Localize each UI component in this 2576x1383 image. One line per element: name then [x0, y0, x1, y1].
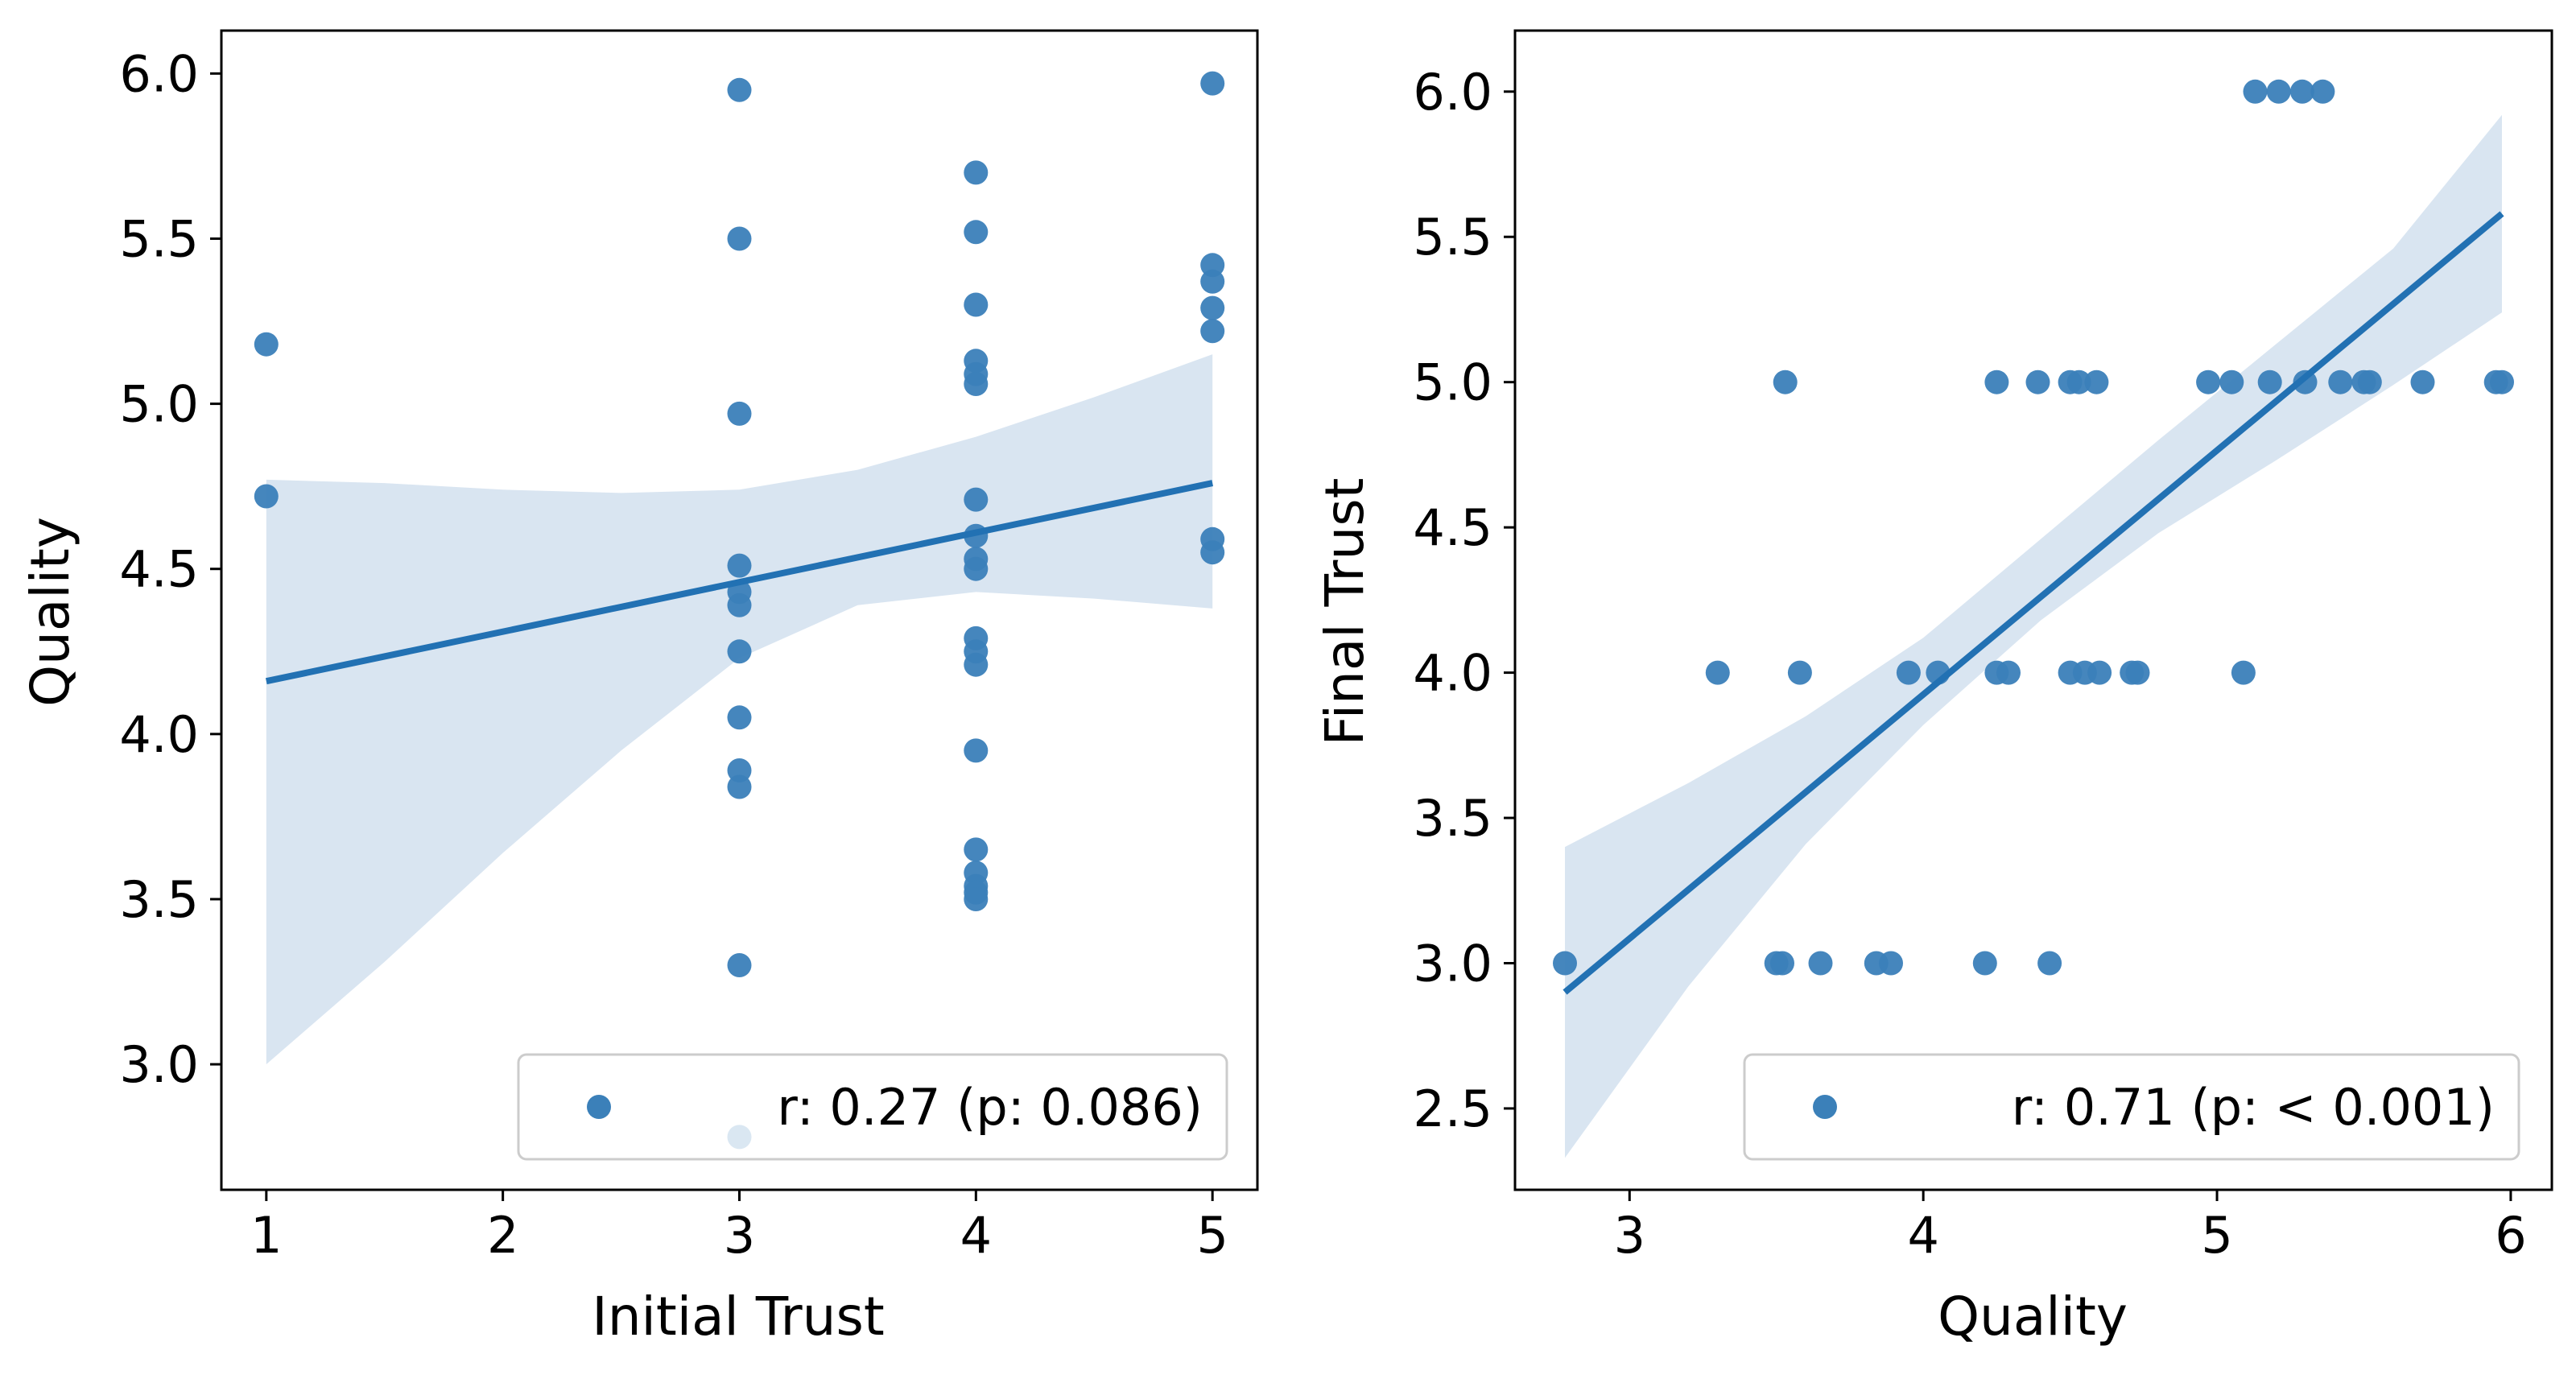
left-scatter-point-10	[727, 758, 752, 782]
right-scatter-point-21	[1787, 660, 1812, 685]
left-legend-label: r: 0.27 (p: 0.086)	[777, 1078, 1203, 1137]
left-scatter-point-14	[964, 160, 989, 185]
right-x-tick-label-0: 3	[1614, 1206, 1645, 1265]
left-y-tick-label-3: 4.5	[119, 540, 199, 599]
left-scatter-point-0	[254, 332, 279, 357]
left-y-tick-label-2: 4.0	[119, 705, 199, 764]
right-scatter-point-35	[1808, 951, 1833, 976]
right-scatter-point-4	[1773, 369, 1798, 394]
right-scatter-point-20	[1705, 660, 1730, 685]
right-scatter-point-5	[1984, 369, 2009, 394]
left-x-tick-label-4: 5	[1196, 1206, 1228, 1265]
right-regression-line	[1563, 211, 2504, 995]
left-scatter-point-19	[964, 372, 989, 396]
right-y-tick-label-0: 2.5	[1413, 1080, 1492, 1138]
right-plot-area: 3 4 5 6 2.5 3.0 3.5 4.0 4.5 5.0 5.5 6.0 r: 0.71 (p: …	[1413, 29, 2553, 1265]
left-scatter-point-28	[964, 837, 989, 862]
right-scatter-point-8	[2066, 369, 2091, 394]
left-scatter-point-12	[727, 953, 752, 977]
left-scatter-point-3	[727, 226, 752, 251]
left-scatter-point-4	[727, 401, 752, 426]
left-scatter-point-34	[1200, 253, 1225, 278]
right-scatter-point-1	[2266, 79, 2291, 104]
left-y-tick-label-6: 6.0	[119, 44, 199, 103]
left-scatter-point-8	[727, 639, 752, 664]
right-scatter-point-22	[1896, 660, 1921, 685]
left-scatter-point-35	[1200, 269, 1225, 294]
right-scatter-point-19	[2490, 369, 2514, 394]
left-x-tick-label-2: 3	[724, 1206, 755, 1265]
right-y-tick-label-5: 5.0	[1413, 353, 1492, 412]
right-x-axis-label: Quality	[1938, 1286, 2128, 1348]
left-x-tick-label-3: 4	[960, 1206, 992, 1265]
right-scatter-point-38	[1972, 951, 1997, 976]
right-scatter-point-16	[2357, 369, 2382, 394]
right-x-tick-label-1: 4	[1907, 1206, 1938, 1265]
left-scatter-point-39	[1200, 540, 1225, 565]
left-y-tick-label-1: 3.5	[119, 870, 199, 929]
right-scatter-point-9	[2084, 369, 2109, 394]
left-scatter-point-33	[1200, 71, 1225, 96]
right-scatter-point-32	[1553, 951, 1577, 976]
left-scatter-point-32	[964, 887, 989, 911]
left-scatter-point-26	[964, 652, 989, 677]
right-scatter-point-2	[2289, 79, 2314, 104]
left-regression-line	[265, 480, 1214, 685]
right-scatter-point-10	[2196, 369, 2221, 394]
left-y-tick-label-0: 3.0	[119, 1035, 199, 1094]
left-scatter-point-27	[964, 738, 989, 763]
right-legend-box	[1743, 1053, 2520, 1161]
right-legend-marker	[1813, 1095, 1837, 1119]
left-scatter-point-20	[964, 487, 989, 512]
right-scatter-point-30	[2125, 660, 2150, 685]
left-x-tick-label-0: 1	[250, 1206, 282, 1265]
right-scatter-point-17	[2410, 369, 2435, 394]
left-scatter-point-7	[727, 592, 752, 617]
right-scatter-point-31	[2231, 660, 2256, 685]
right-scatter-point-12	[2257, 369, 2282, 394]
left-scatter-point-23	[964, 556, 989, 581]
right-scatter-point-3	[2310, 79, 2335, 104]
left-x-axis-label: Initial Trust	[592, 1286, 884, 1348]
right-y-tick-label-7: 6.0	[1413, 63, 1492, 122]
right-y-tick-label-6: 5.5	[1413, 208, 1492, 266]
right-y-tick-label-4: 4.5	[1413, 498, 1492, 557]
right-scatter-point-34	[1770, 951, 1794, 976]
left-scatter-point-36	[1200, 295, 1225, 320]
left-scatter-point-15	[964, 220, 989, 245]
right-legend-label: r: 0.71 (p: < 0.001)	[2012, 1078, 2495, 1137]
right-y-axis-label: Final Trust	[1314, 478, 1376, 746]
right-scatter-point-28	[2087, 660, 2112, 685]
left-scatter-point-2	[727, 77, 752, 102]
left-x-tick-label-1: 2	[487, 1206, 518, 1265]
left-scatter-point-37	[1200, 319, 1225, 344]
left-plot-area: 1 2 3 4 5 3.0 3.5 4.0 4.5 5.0 5.5 6.0 r: 0.27 (p: 0.…	[119, 29, 1259, 1265]
right-scatter-point-11	[2219, 369, 2244, 394]
left-y-tick-label-4: 5.0	[119, 375, 199, 434]
left-scatter-point-5	[727, 553, 752, 578]
left-scatter-point-1	[254, 484, 279, 509]
right-scatter-point-14	[2328, 369, 2353, 394]
right-panel-final-trust-vs-quality: 3 4 5 6 2.5 3.0 3.5 4.0 4.5 5.0 5.5 6.0 r: 0.71 (p: …	[1314, 29, 2553, 1348]
right-y-tick-label-2: 3.5	[1413, 789, 1492, 848]
left-legend-box	[517, 1053, 1228, 1161]
left-panel-quality-vs-initial-trust: 1 2 3 4 5 3.0 3.5 4.0 4.5 5.0 5.5 6.0 r: 0.27 (p: 0.…	[19, 29, 1259, 1348]
right-scatter-point-39	[2037, 951, 2062, 976]
left-scatter-point-11	[727, 774, 752, 799]
right-x-tick-label-2: 5	[2201, 1206, 2232, 1265]
right-scatter-point-37	[1879, 951, 1903, 976]
right-scatter-point-25	[1996, 660, 2021, 685]
left-legend-marker	[587, 1095, 611, 1119]
left-y-axis-label: Quality	[19, 517, 81, 707]
right-axes-frame	[1513, 29, 2553, 1191]
right-y-tick-label-3: 4.0	[1413, 644, 1492, 703]
right-scatter-point-6	[2025, 369, 2050, 394]
left-scatter-point-16	[964, 292, 989, 317]
right-x-tick-label-3: 6	[2495, 1206, 2526, 1265]
left-y-tick-label-5: 5.5	[119, 209, 199, 268]
right-scatter-point-0	[2243, 79, 2268, 104]
left-scatter-point-9	[727, 705, 752, 730]
right-y-tick-label-1: 3.0	[1413, 934, 1492, 993]
